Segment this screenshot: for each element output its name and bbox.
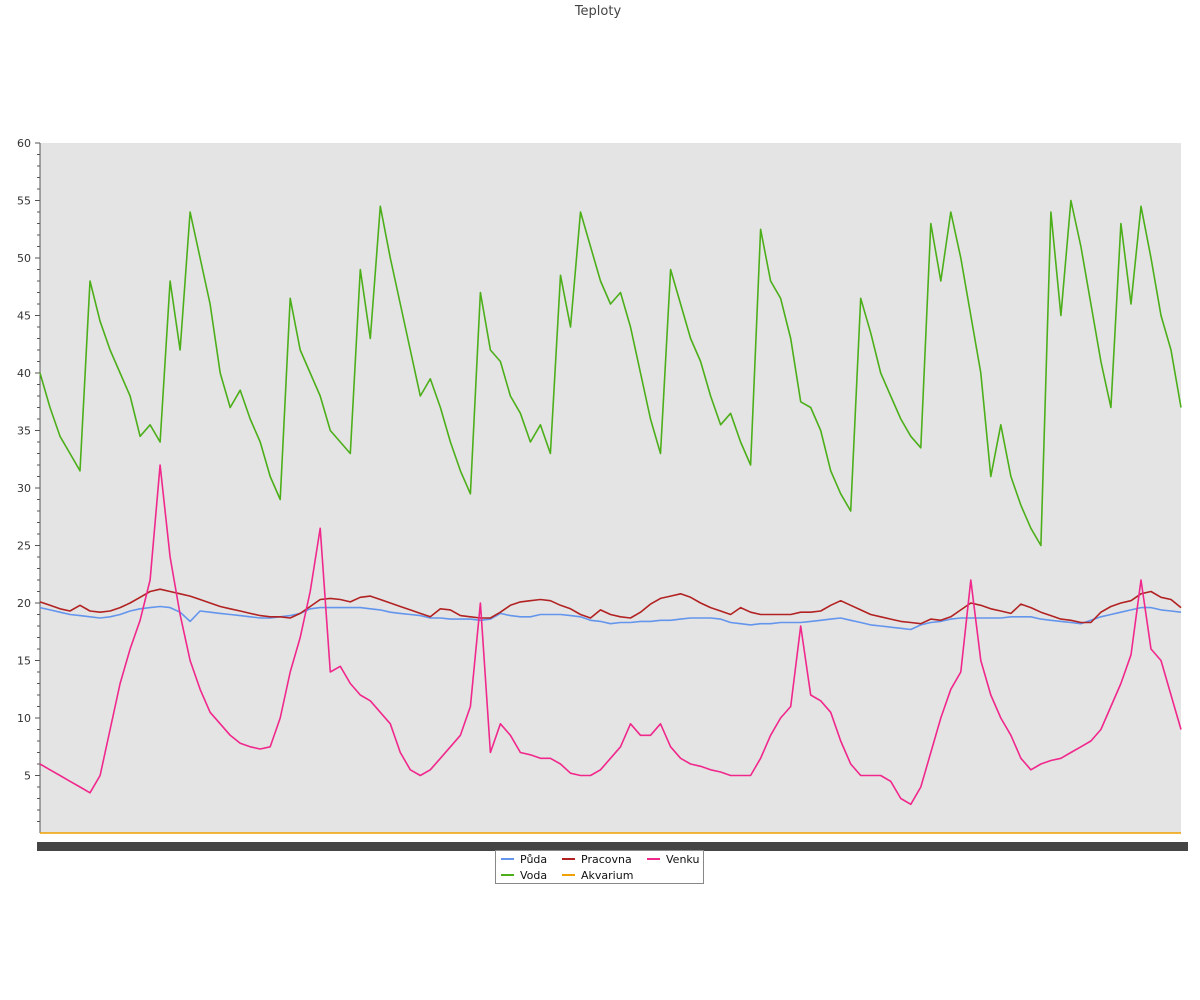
y-tick-label: 10	[17, 712, 31, 725]
chart-title: Teploty	[574, 4, 622, 19]
legend-item-voda: Voda	[501, 869, 547, 883]
legend-label: Venku	[666, 853, 700, 866]
legend-swatch	[501, 858, 514, 860]
legend-swatch	[562, 858, 575, 860]
legend-swatch	[501, 874, 514, 876]
y-tick-label: 40	[17, 367, 31, 380]
y-tick-label: 50	[17, 252, 31, 265]
legend: Půda Voda Pracovna Akvarium Venku	[495, 850, 704, 884]
plot-area	[40, 143, 1181, 833]
y-tick-label: 5	[24, 770, 31, 783]
legend-swatch	[647, 858, 660, 860]
series-line-venku	[39, 464, 1182, 806]
y-tick-label: 55	[17, 195, 31, 208]
series-line-pracovna	[39, 588, 1182, 625]
legend-item-akvarium: Akvarium	[562, 869, 633, 883]
y-tick-label: 35	[17, 425, 31, 438]
x-tick-label-band	[37, 842, 1188, 851]
legend-item-pracovna: Pracovna	[562, 853, 632, 867]
y-tick-label: 15	[17, 655, 31, 668]
series-line-voda	[39, 199, 1182, 547]
legend-swatch	[562, 874, 575, 876]
legend-label: Voda	[520, 869, 548, 882]
y-axis: 5 10 15 20 25 30 35 40 45 50 55 60	[17, 137, 41, 833]
legend-item-venku: Venku	[647, 853, 699, 867]
legend-label: Akvarium	[581, 869, 634, 882]
y-tick-label: 20	[17, 597, 31, 610]
series-line-půda	[39, 605, 1182, 631]
y-tick-label: 60	[17, 137, 31, 150]
legend-label: Půda	[520, 853, 548, 866]
x-axis	[37, 832, 1188, 851]
legend-item-půda: Půda	[501, 853, 547, 867]
series-lines	[39, 199, 1182, 834]
y-tick-label: 45	[17, 310, 31, 323]
legend-label: Pracovna	[581, 853, 632, 866]
y-tick-label: 25	[17, 540, 31, 553]
y-tick-label: 30	[17, 482, 31, 495]
